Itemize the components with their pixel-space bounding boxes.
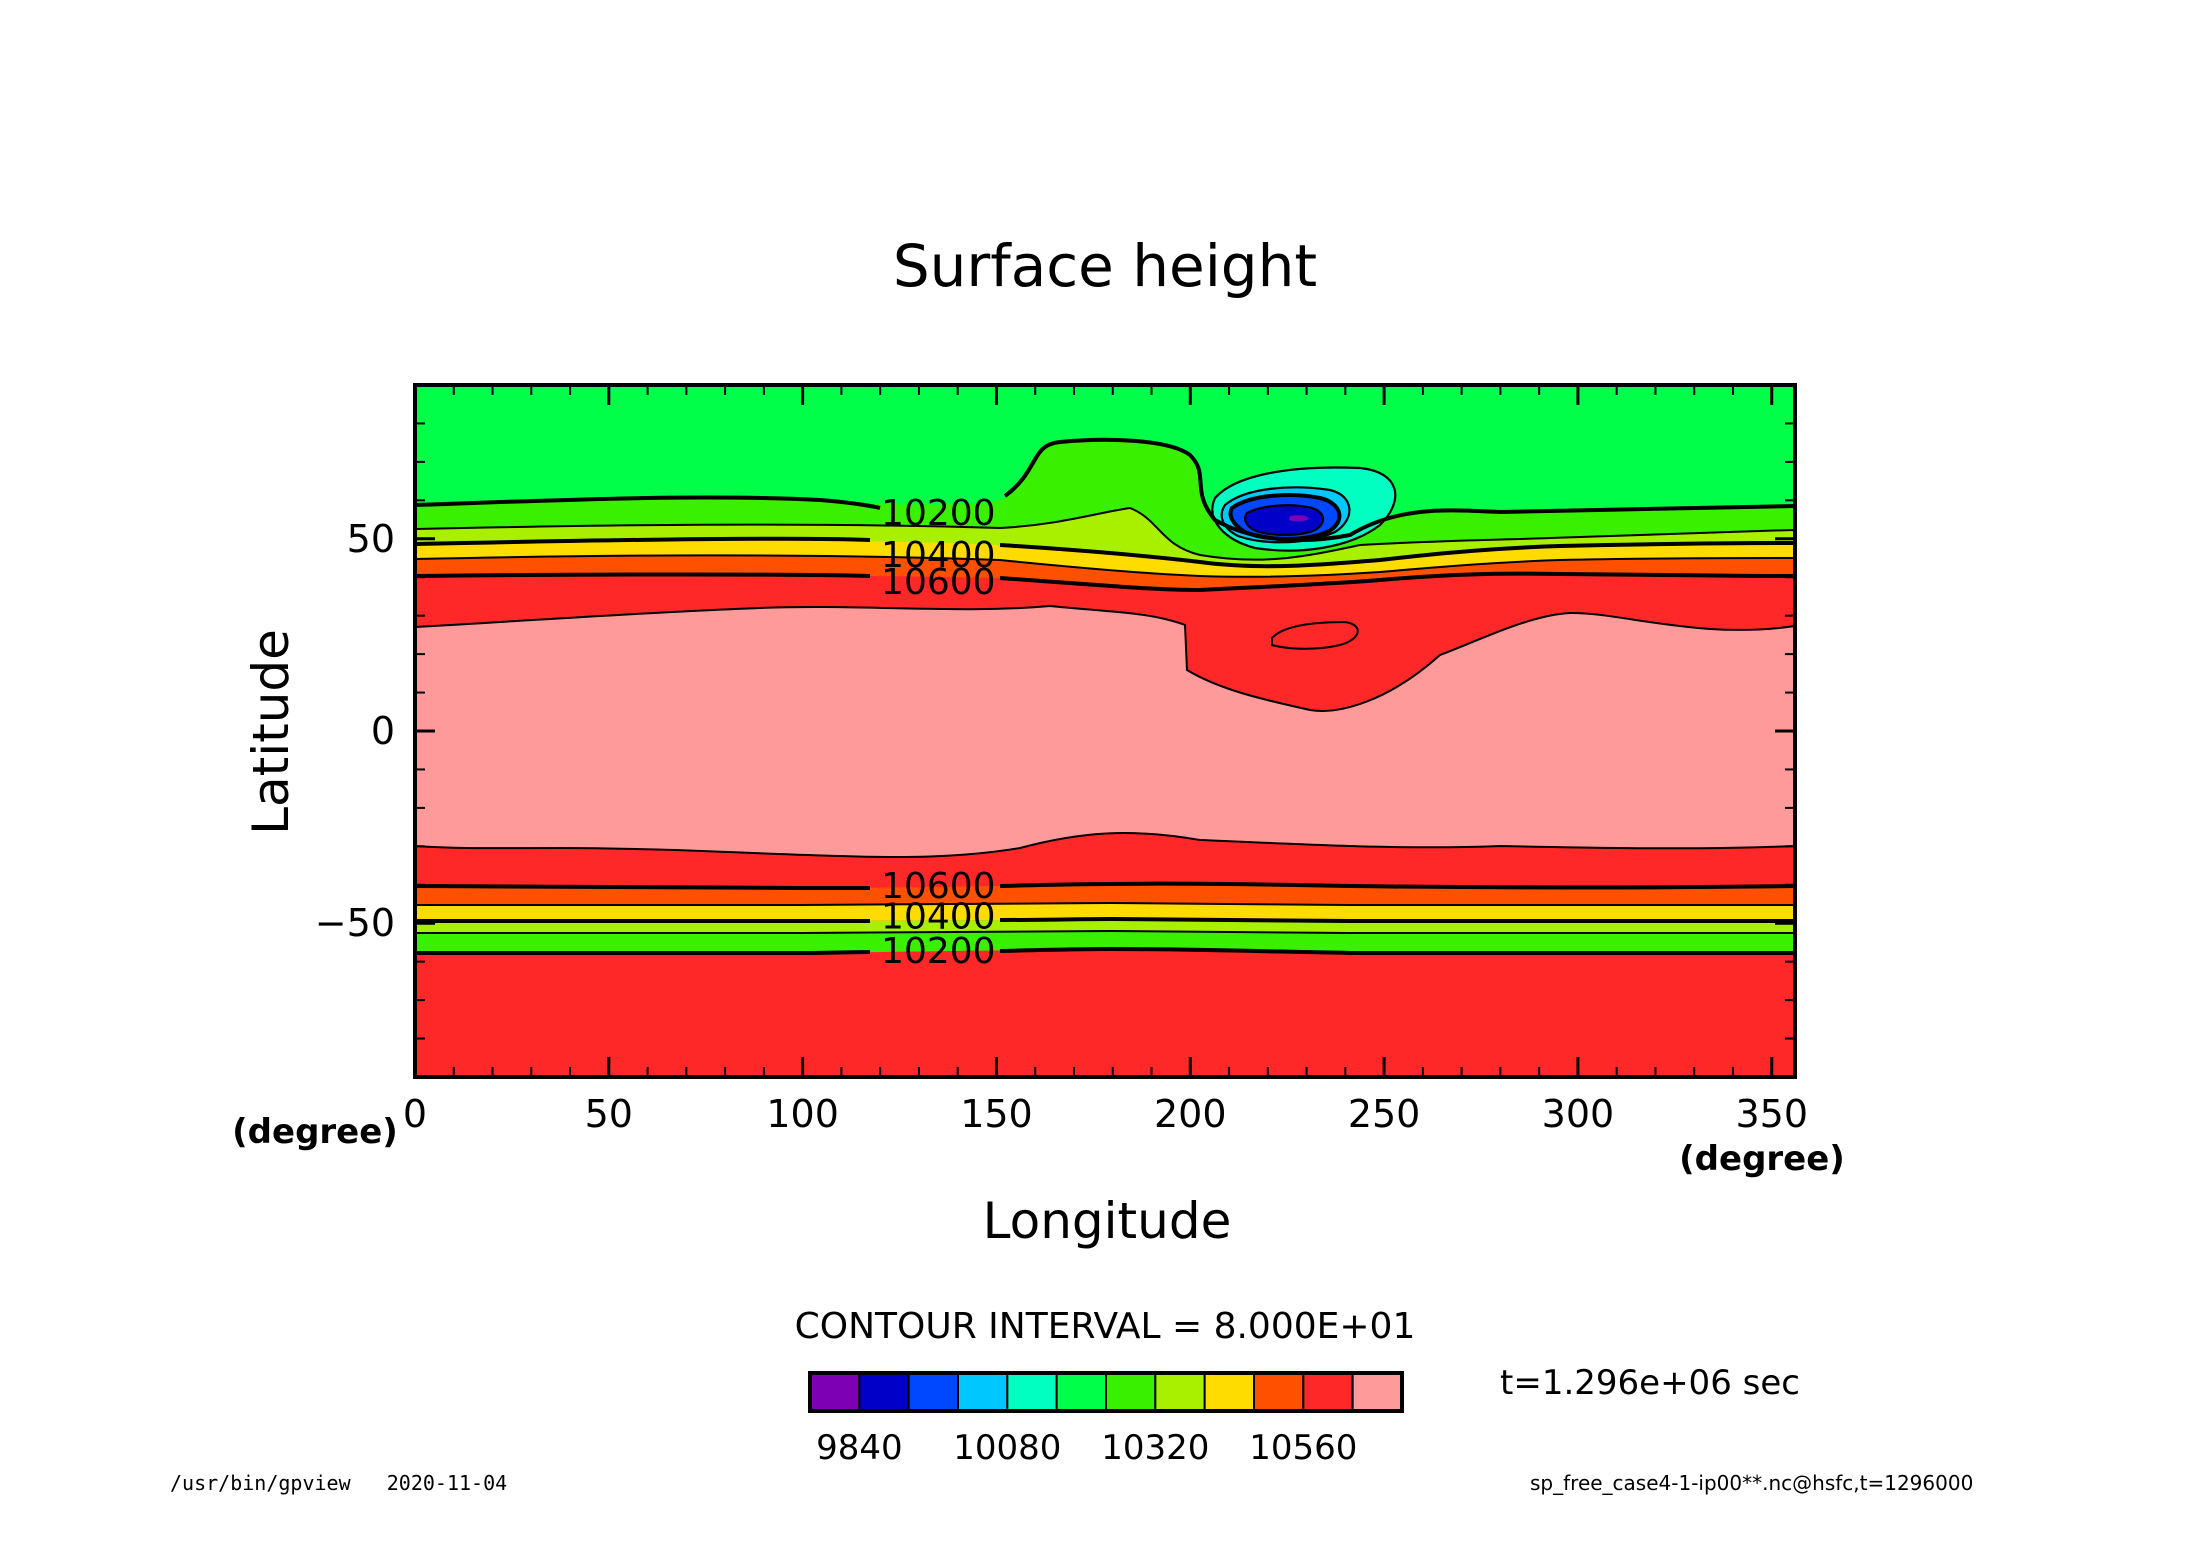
colorbar-swatch — [1203, 1372, 1255, 1412]
colorbar-tick-label: 9840 — [816, 1428, 903, 1468]
x-tick-label: 150 — [960, 1092, 1033, 1136]
colorbar-swatch — [957, 1372, 1009, 1412]
footer-left: /usr/bin/gpview 2020-11-04 — [170, 1471, 507, 1495]
island-10560 — [1272, 622, 1358, 649]
colorbar-swatch — [858, 1372, 910, 1412]
contour-label: 10400 — [881, 535, 996, 576]
footer-right: sp_free_case4-1-ip00**.nc@hsfc,t=1296000 — [1530, 1471, 1973, 1495]
colorbar-swatch — [907, 1372, 960, 1412]
x-tick-label: 0 — [403, 1092, 427, 1136]
colorbar-tick-label: 10080 — [953, 1428, 1061, 1468]
x-tick-label: 350 — [1735, 1092, 1808, 1136]
colorbar-swatch — [1351, 1372, 1403, 1412]
colorbar-tick-label: 10320 — [1101, 1428, 1209, 1468]
colorbar-swatch — [1253, 1372, 1305, 1412]
colorbar-labels: 9840 10080 10320 10560 — [816, 1428, 1357, 1468]
colorbar-swatch — [1154, 1372, 1206, 1412]
contour-label: 10200 — [881, 931, 996, 972]
x-tick-label: 200 — [1154, 1092, 1227, 1136]
vortex — [1211, 466, 1397, 552]
colorbar-swatch — [1302, 1372, 1354, 1412]
contour-label: 10600 — [881, 866, 996, 907]
x-axis-label: Longitude — [983, 1192, 1232, 1250]
colorbar-frame — [808, 1371, 1404, 1413]
band-s-10560 — [415, 833, 1795, 888]
contour-label: 10200 — [881, 493, 996, 534]
colorbar-swatch — [1055, 1372, 1107, 1412]
colorbar-swatch — [809, 1372, 861, 1412]
x-tick-label: 250 — [1348, 1092, 1421, 1136]
band-s-10400 — [415, 903, 1795, 922]
time-label: t=1.296e+06 sec — [1500, 1363, 1800, 1403]
y-tick-label: 50 — [347, 517, 395, 561]
x-tick-label: 300 — [1542, 1092, 1615, 1136]
contour-lines — [415, 437, 1795, 956]
x-tick-label: 50 — [585, 1092, 633, 1136]
colorbar — [808, 1371, 1404, 1413]
contour-label: 10600 — [881, 562, 996, 603]
y-axis-label: Latitude — [242, 629, 300, 835]
contour-label: 10400 — [881, 897, 996, 938]
x-tick-label: 100 — [766, 1092, 839, 1136]
contour-interval: CONTOUR INTERVAL = 8.000E+01 — [795, 1306, 1416, 1347]
band-center-10640 — [415, 606, 1795, 858]
y-axis: 50 0 −50 — [315, 517, 1795, 945]
minor-ticks — [415, 385, 1795, 1077]
colorbar-tick-label: 10560 — [1249, 1428, 1357, 1468]
y-tick-label: −50 — [315, 901, 395, 945]
band-s-10240 — [415, 931, 1795, 954]
colorbar-swatch — [1105, 1372, 1157, 1412]
x-unit-right: (degree) — [1679, 1139, 1845, 1179]
colorbar-swatch — [1006, 1372, 1058, 1412]
chart-title: Surface height — [893, 232, 1317, 300]
x-unit-left: (degree) — [232, 1112, 398, 1152]
x-axis: 0 50 100 150 200 250 300 350 — [403, 385, 1808, 1136]
y-tick-label: 0 — [371, 709, 395, 753]
